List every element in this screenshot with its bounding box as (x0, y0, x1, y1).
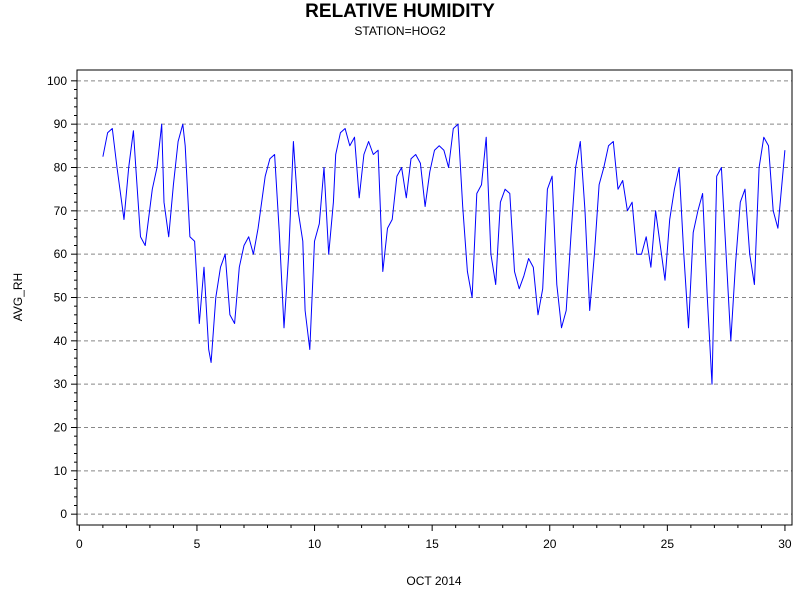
grid-lines (77, 80, 792, 515)
x-tick-label: 30 (778, 537, 792, 551)
y-tick-label: 30 (54, 377, 68, 391)
y-tick-label: 90 (54, 117, 68, 131)
y-tick-label: 10 (54, 464, 68, 478)
y-tick-label: 50 (54, 291, 68, 305)
y-tick-label: 80 (54, 161, 68, 175)
x-tick-label: 15 (425, 537, 439, 551)
x-tick-label: 25 (661, 537, 675, 551)
series-layer (102, 123, 786, 385)
series-line (102, 123, 786, 385)
chart-subtitle: STATION=HOG2 (354, 24, 446, 38)
x-tick-label: 0 (76, 537, 83, 551)
y-tick-label: 70 (54, 204, 68, 218)
axes: 0 10 20 30 40 50 60 70 80 90 100 0 5 10 15 20 25 30 (47, 74, 792, 551)
y-tick-label: 100 (47, 74, 67, 88)
x-tick-label: 20 (543, 537, 557, 551)
y-tick-label: 0 (60, 507, 67, 521)
y-tick-label: 20 (54, 421, 68, 435)
chart-title: RELATIVE HUMIDITY (305, 1, 495, 22)
x-axis-label: OCT 2014 (406, 574, 461, 588)
y-axis-label: AVG_RH (11, 273, 25, 321)
y-tick-label: 40 (54, 334, 68, 348)
x-tick-label: 5 (194, 537, 201, 551)
x-tick-label: 10 (308, 537, 322, 551)
y-tick-label: 60 (54, 247, 68, 261)
